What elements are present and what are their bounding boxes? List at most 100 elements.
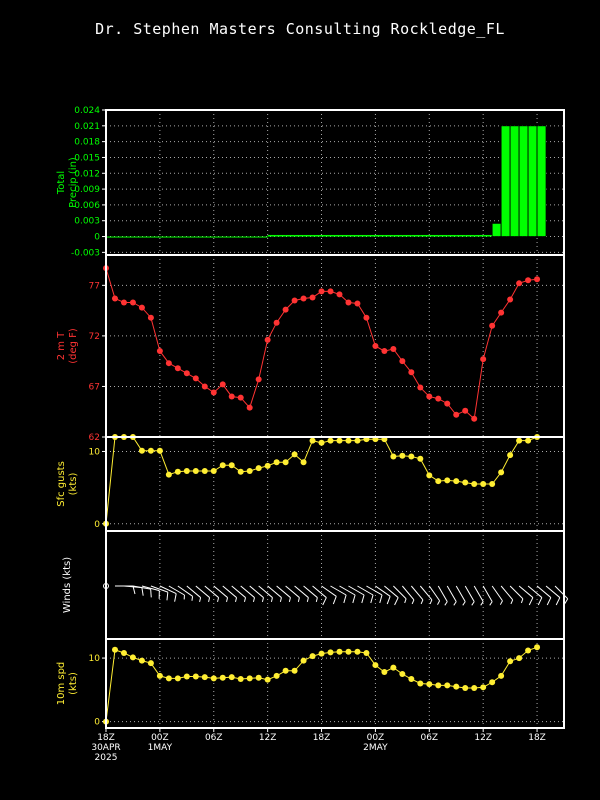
wspd-point [291, 667, 298, 674]
precip-bar [402, 234, 412, 237]
wind-barb-feather [480, 601, 484, 606]
precip-bar [276, 234, 286, 237]
wind-barb-staff [527, 585, 543, 598]
wind-barb-feather [520, 598, 524, 604]
wspd-ylabel-line: (kts) [68, 672, 79, 695]
wind-barb-feather [226, 597, 229, 603]
wspd-point [264, 676, 271, 683]
temp-point [363, 314, 370, 321]
gusts-point [201, 467, 208, 474]
wind-barb-staff [464, 585, 475, 602]
precip-ytick-label: 0.012 [74, 169, 100, 179]
wind-barb-staff [545, 585, 561, 598]
temp-point [399, 358, 406, 365]
temp-point [417, 384, 424, 391]
gusts-point [219, 462, 226, 469]
winds-ylabel-line: Winds (kts) [62, 557, 73, 613]
wind-barb-feather [352, 594, 356, 604]
gusts-panel: 0 10 Sfc gusts(kts) [56, 434, 565, 532]
precip-bar [518, 125, 529, 237]
x-tick-label: 12Z [259, 733, 277, 743]
precip-bar [500, 125, 511, 237]
precip-ytick-label: 0.009 [74, 185, 100, 195]
gusts-point [399, 452, 406, 459]
precip-bar [366, 234, 376, 237]
temp-point [309, 294, 316, 301]
wspd-point [435, 682, 442, 689]
wind-barb-feather [306, 597, 309, 603]
wspd-panel: 0 10 10m spd(kts) [56, 638, 565, 729]
wind-barb-staff [375, 585, 391, 597]
temp-point [120, 299, 127, 306]
wspd-point [300, 657, 307, 664]
precip-bar [420, 234, 430, 237]
precip-ytick-label: 0.015 [74, 153, 100, 163]
gusts-ytick-label: 0 [94, 520, 100, 530]
wspd-point [417, 680, 424, 687]
wind-barb-feather [297, 597, 300, 603]
x-tick-label: 06Z [205, 733, 223, 743]
precip-bar [204, 236, 214, 238]
precip-bar [375, 234, 385, 237]
wind-barb-staff [159, 585, 177, 595]
wind-barb-feather [191, 596, 194, 601]
wspd-point [111, 646, 118, 653]
gusts-point [174, 468, 181, 475]
wspd-point [426, 681, 433, 688]
gusts-point [345, 437, 352, 444]
wspd-point [525, 647, 532, 654]
gusts-point [264, 462, 271, 469]
wspd-point [516, 655, 523, 662]
wind-barb-staff [258, 585, 273, 598]
wind-barb-feather [394, 597, 399, 606]
wind-barb-staff [213, 585, 228, 598]
precip-bar [114, 236, 124, 238]
wspd-point [480, 684, 487, 691]
x-tick-label: 18Z [528, 733, 546, 743]
precip-ytick-label: 0.024 [74, 106, 100, 116]
wspd-point [462, 684, 469, 691]
wind-barb-staff [150, 585, 168, 593]
wind-barb-staff [330, 585, 347, 596]
x-tick-label: 18Z [313, 733, 331, 743]
temp-point [462, 407, 469, 414]
wind-barb-staff [321, 585, 337, 597]
wspd-ytick-label: 0 [94, 718, 100, 728]
gusts-point [165, 471, 172, 478]
wspd-ytick-label: 10 [89, 654, 101, 664]
wind-barb-staff [536, 585, 552, 598]
temp-ytick-label: 77 [89, 281, 100, 291]
wspd-point [444, 682, 451, 689]
precip-bar [159, 236, 169, 238]
wind-barb-staff [491, 585, 503, 602]
gusts-point [138, 447, 145, 454]
wind-barb-staff [141, 585, 160, 592]
chart-title: Dr. Stephen Masters Consulting Rockledge… [95, 20, 505, 38]
wind-barb-feather [537, 597, 543, 606]
gusts-point [282, 459, 289, 466]
wind-barb-staff [276, 585, 291, 598]
precip-bar [312, 234, 322, 237]
wspd-point [246, 675, 253, 682]
wind-barb-staff [339, 585, 356, 596]
x-tick-label: 00Z [151, 733, 169, 743]
wind-barb-feather [462, 601, 466, 606]
wind-barb-feather [217, 597, 220, 603]
precip-bar [285, 234, 295, 237]
precip-bar [536, 125, 547, 237]
wind-barb-staff [249, 585, 264, 598]
temp-point [219, 381, 226, 388]
wind-barb-staff [366, 585, 383, 596]
wspd-point [489, 679, 496, 686]
precip-bar [258, 236, 268, 238]
temp-point [156, 348, 163, 355]
precip-bar [330, 234, 340, 237]
x-tick-label: 2025 [95, 753, 118, 763]
wspd-point [129, 654, 136, 661]
gusts-point [516, 437, 523, 444]
gusts-point [435, 478, 442, 485]
gusts-point [273, 459, 280, 466]
wspd-point [282, 667, 289, 674]
wind-barb-feather [199, 597, 202, 603]
temp-point [174, 365, 181, 372]
